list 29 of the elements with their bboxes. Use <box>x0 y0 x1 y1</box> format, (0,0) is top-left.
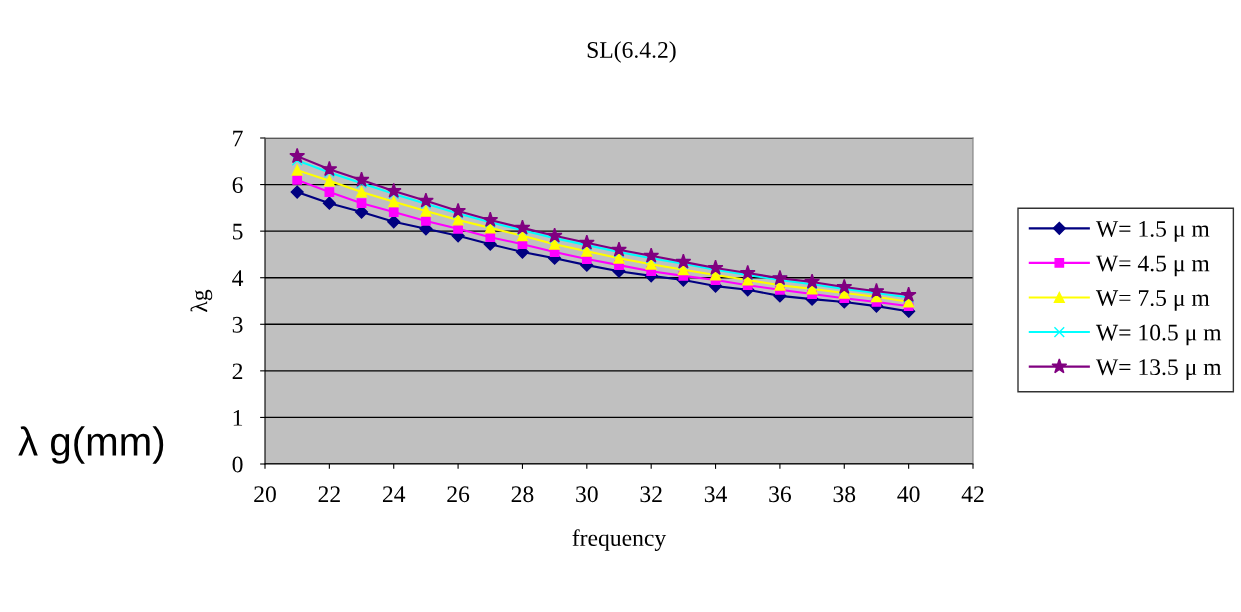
x-axis-title: frequency <box>572 529 667 551</box>
x-tick-label: 30 <box>576 486 598 503</box>
legend-label: W= 7.5 μ m <box>1095 290 1210 311</box>
x-tick-label: 42 <box>961 486 984 502</box>
y-tick-label: 5 <box>233 223 243 240</box>
x-tick-label: 22 <box>318 486 340 502</box>
y-tick-label: 3 <box>232 316 243 333</box>
y-tick-label: 7 <box>233 130 243 147</box>
x-tick-label: 24 <box>382 486 406 502</box>
y-tick-label: 6 <box>232 177 243 193</box>
x-tick-label: 36 <box>769 486 792 503</box>
x-tick-label: 40 <box>897 486 920 503</box>
y-tick-label: 0 <box>232 456 243 473</box>
y-tick-label: 2 <box>232 363 243 380</box>
chart-title: SL(6.4.2) <box>587 41 676 63</box>
text: λ g(mm) <box>18 426 164 464</box>
x-tick-label: 26 <box>447 486 470 503</box>
y-tick-label: 1 <box>233 410 243 426</box>
legend-label: W= 10.5 μ m <box>1095 324 1222 346</box>
x-tick-label: 38 <box>833 486 856 503</box>
x-tick-label: 34 <box>704 486 727 503</box>
x-tick-label: 28 <box>511 486 534 503</box>
legend-label: W= 4.5 μ m <box>1095 255 1210 277</box>
y-tick-label: 4 <box>232 270 244 286</box>
y-axis-title: λg <box>190 289 213 312</box>
x-tick-label: 20 <box>254 486 276 503</box>
legend-label: W= 1.5 μ m <box>1095 221 1210 242</box>
x-tick-label: 32 <box>640 486 662 503</box>
legend-label: W= 13.5 μ m <box>1095 359 1222 380</box>
